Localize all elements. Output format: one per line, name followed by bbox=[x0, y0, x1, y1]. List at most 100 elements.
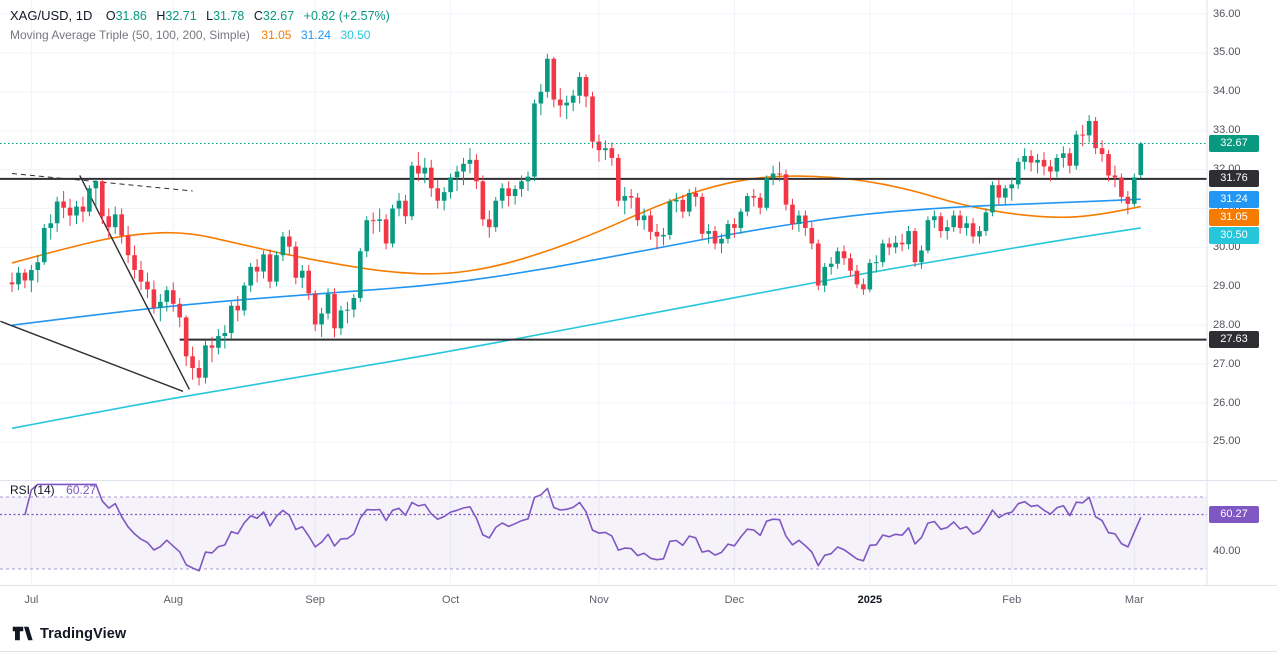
candle-body bbox=[770, 173, 776, 179]
candle-body bbox=[435, 188, 440, 201]
candle-body bbox=[944, 227, 950, 232]
candle-body bbox=[1067, 153, 1073, 166]
candle-body bbox=[151, 289, 157, 308]
candle-body bbox=[803, 215, 808, 228]
candle-body bbox=[828, 263, 834, 267]
candle-body bbox=[48, 223, 53, 228]
price-badge: 32.67 bbox=[1209, 135, 1259, 153]
time-tick-label: Mar bbox=[1124, 594, 1144, 606]
candle-body bbox=[61, 201, 66, 208]
sma100-line bbox=[11, 198, 1141, 326]
candle-body bbox=[1119, 177, 1124, 197]
candle-body bbox=[1073, 134, 1079, 166]
trendline[interactable] bbox=[79, 175, 190, 390]
candle-body bbox=[1048, 166, 1053, 172]
candle-body bbox=[815, 243, 821, 286]
price-badge: 31.05 bbox=[1209, 208, 1259, 226]
rsi-legend: RSI (14) 60.27 bbox=[10, 483, 102, 497]
time-tick-label: 2025 bbox=[857, 594, 883, 606]
candle-body bbox=[867, 262, 873, 290]
candle-body bbox=[100, 181, 105, 217]
candle-body bbox=[332, 294, 337, 329]
candle-body bbox=[209, 345, 215, 348]
candle-body bbox=[87, 188, 92, 212]
candle-body bbox=[790, 204, 795, 225]
ma-legend: Moving Average Triple (50, 100, 200, Sim… bbox=[10, 28, 376, 42]
candle-body bbox=[428, 167, 434, 189]
candle-body bbox=[538, 91, 544, 104]
candle-body bbox=[35, 262, 41, 270]
candle-body bbox=[996, 185, 1002, 198]
trendline[interactable] bbox=[0, 320, 184, 392]
candle-body bbox=[570, 95, 576, 103]
candle-body bbox=[603, 148, 608, 151]
ma-indicator-title[interactable]: Moving Average Triple (50, 100, 200, Sim… bbox=[10, 28, 250, 42]
candle-body bbox=[1138, 143, 1144, 176]
candle-body bbox=[222, 332, 228, 337]
candle-body bbox=[983, 212, 989, 232]
candle-body bbox=[1041, 159, 1047, 167]
candle-body bbox=[461, 163, 466, 172]
candle-body bbox=[93, 181, 99, 189]
candle-body bbox=[680, 199, 686, 212]
price-badge: 31.76 bbox=[1209, 170, 1259, 188]
candle-body bbox=[241, 285, 247, 311]
candle-body bbox=[628, 196, 634, 198]
candle-body bbox=[738, 211, 744, 228]
candle-body bbox=[1106, 154, 1111, 176]
candle-body bbox=[383, 219, 389, 244]
candle-body bbox=[796, 215, 802, 225]
candle-body bbox=[9, 282, 15, 285]
candle-body bbox=[990, 185, 995, 213]
candle-body bbox=[1035, 159, 1040, 163]
candle-body bbox=[16, 272, 21, 285]
candle-body bbox=[912, 231, 918, 263]
candle-body bbox=[1022, 155, 1027, 162]
price-tick-label: 27.00 bbox=[1213, 357, 1241, 370]
candle-body bbox=[409, 165, 415, 217]
candle-body bbox=[899, 242, 905, 245]
candle-body bbox=[196, 367, 202, 378]
candle-body bbox=[667, 201, 673, 235]
time-tick-label: Dec bbox=[724, 594, 745, 606]
candle-body bbox=[132, 255, 137, 270]
candle-body bbox=[487, 219, 492, 228]
candle-body bbox=[138, 269, 144, 282]
candle-body bbox=[441, 192, 447, 201]
candle-body bbox=[519, 181, 524, 190]
rsi-value: 60.27 bbox=[66, 483, 97, 497]
candle-body bbox=[254, 266, 260, 272]
candle-body bbox=[693, 192, 698, 197]
rsi-indicator-title[interactable]: RSI (14) bbox=[10, 483, 55, 497]
candle-body bbox=[706, 231, 711, 234]
candle-body bbox=[622, 196, 628, 201]
candle-body bbox=[699, 196, 705, 234]
candle-body bbox=[564, 102, 569, 106]
candle-body bbox=[190, 356, 195, 368]
time-tick-label: Nov bbox=[589, 594, 609, 606]
time-tick-label: Oct bbox=[442, 594, 460, 606]
candle-body bbox=[1003, 188, 1008, 198]
candle-body bbox=[370, 220, 376, 222]
candle-body bbox=[977, 231, 982, 237]
candle-body bbox=[648, 215, 653, 232]
tradingview-logo[interactable]: TradingView bbox=[12, 625, 126, 642]
symbol-title[interactable]: XAG/USD, 1D bbox=[10, 8, 93, 23]
candle-body bbox=[641, 215, 647, 221]
candle-body bbox=[674, 199, 679, 202]
candle-body bbox=[170, 290, 176, 304]
candle-body bbox=[403, 200, 408, 217]
price-tick-label: 29.00 bbox=[1213, 279, 1241, 292]
candle-body bbox=[732, 224, 737, 228]
candle-body bbox=[474, 159, 479, 182]
candle-body bbox=[306, 270, 311, 294]
time-tick-label: Jul bbox=[24, 594, 39, 606]
candle-body bbox=[809, 227, 815, 244]
candle-body bbox=[74, 206, 79, 216]
candle-body bbox=[493, 200, 499, 228]
candle-body bbox=[22, 272, 28, 281]
candle-body bbox=[1080, 134, 1085, 136]
candle-body bbox=[145, 281, 150, 290]
